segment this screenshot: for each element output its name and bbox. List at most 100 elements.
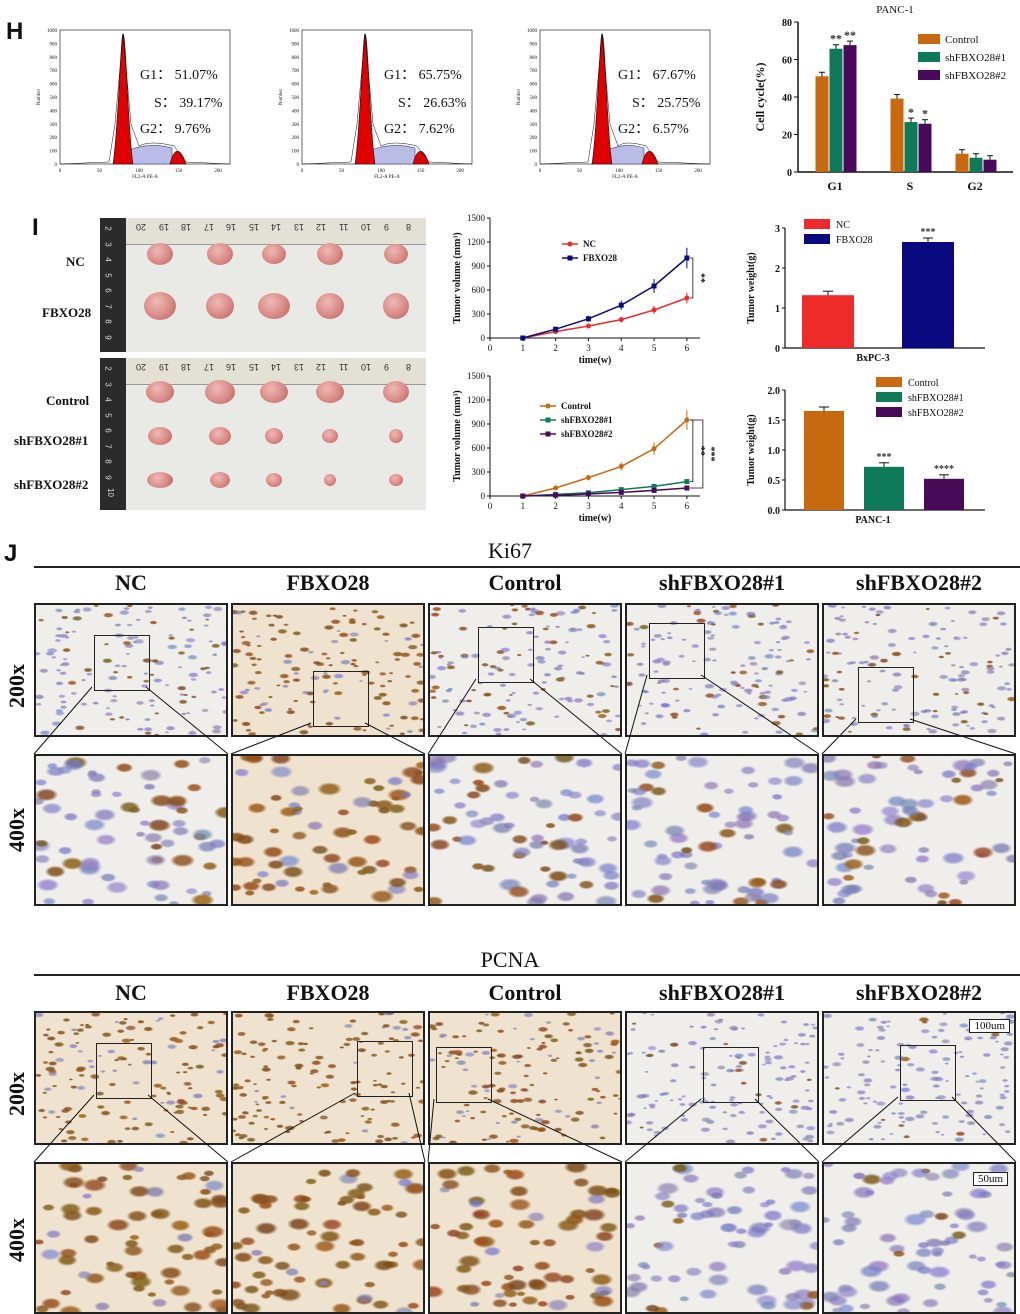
legend-label: shFBXO28#2 <box>945 70 1006 82</box>
bar-shfbxo282 <box>843 45 857 172</box>
pcna-header-shfbxo282: shFBXO28#2 <box>856 980 982 1005</box>
ki67-header-shfbxo282: shFBXO28#2 <box>856 570 982 595</box>
significance-bracket <box>689 419 704 489</box>
tumor-specimen <box>266 473 282 487</box>
side-ruler-number: 3 <box>103 381 113 387</box>
pcna-row-400x: 400x <box>4 1218 29 1262</box>
legend-label: NC <box>836 220 850 231</box>
hist-ytick: 100 <box>292 150 300 155</box>
pcna-200x-control <box>428 1011 622 1145</box>
bar-fbxo28 <box>902 242 954 348</box>
hist-xtick: 50 <box>339 169 345 174</box>
side-ruler-number: 6 <box>103 428 113 433</box>
ruler-number: 15 <box>248 222 259 232</box>
hist-ytick: 800 <box>530 56 538 61</box>
hist-xtick: 200 <box>456 169 464 174</box>
y-tick-label: 0 <box>481 333 486 343</box>
x-axis-label: PANC-1 <box>855 515 890 526</box>
ruler-number: 19 <box>158 362 169 372</box>
hist-ytick: 700 <box>530 69 538 74</box>
y-axis-label: Tumor weight(g) <box>746 414 757 485</box>
data-point <box>651 307 657 313</box>
hist3-s: S： 25.75% <box>632 96 701 111</box>
zoom-region-box <box>900 1045 956 1101</box>
hist-xtick: 150 <box>175 169 183 174</box>
data-point <box>585 491 591 497</box>
legend-marker <box>545 417 551 423</box>
data-point <box>651 483 657 489</box>
tumor-specimen <box>144 292 176 320</box>
hist-xtick: 150 <box>417 169 425 174</box>
side-ruler-number: 9 <box>103 474 113 480</box>
ruler-number: 19 <box>158 222 169 232</box>
zoom-region-box <box>703 1047 759 1103</box>
tumor-label-sh1: shFBXO28#1 <box>14 433 89 448</box>
hist-xlabel: FL2-A PE-A <box>132 175 158 180</box>
legend-label: FBXO28 <box>836 235 873 246</box>
y-tick-label: 1500 <box>467 213 486 223</box>
series-line-fbxo28 <box>522 257 688 339</box>
legend-marker <box>567 255 573 261</box>
hist-ytick: 500 <box>50 96 58 101</box>
ruler-number: 10 <box>361 362 372 372</box>
ruler-number: 17 <box>203 362 214 372</box>
tumor-weight-chart-panc1: 0.0 0.5 1.0 1.5 2.0 Tumor weight(g) PANC-1 Cont… <box>746 377 985 526</box>
tumor-specimen <box>148 427 172 445</box>
hist-xtick: 0 <box>59 169 62 174</box>
legend-swatch <box>876 392 902 402</box>
side-ruler-number: 2 <box>103 366 113 371</box>
data-point <box>553 326 559 332</box>
tumor-specimen <box>317 243 343 265</box>
hist-ytick: 1000 <box>527 29 538 34</box>
hist-ytick: 800 <box>292 56 300 61</box>
ruler-bottom <box>126 358 426 385</box>
ruler-top <box>126 218 426 245</box>
y-axis-label: Tumor weight(g) <box>746 252 757 323</box>
ki67-header-nc: NC <box>115 570 147 595</box>
tumor-volume-chart-bxpc3: 0 300 600 900 1200 1500 0 1 2 3 4 5 6 time(w) Tumor vo… <box>452 213 706 366</box>
series-line-nc <box>522 297 688 339</box>
ki67-header-shfbxo281: shFBXO28#1 <box>659 570 785 595</box>
pcna-400x-nc <box>34 1162 228 1314</box>
x-axis-label: time(w) <box>579 513 612 524</box>
hist-xtick: 150 <box>655 169 663 174</box>
hist3-g2: G2： 6.57% <box>618 122 689 137</box>
ruler-number: 11 <box>338 222 348 232</box>
hist-xtick: 200 <box>214 169 222 174</box>
scale-bar-50um: 50um <box>972 1172 1008 1186</box>
ruler-number: 18 <box>181 222 192 232</box>
tumor-label-nc: NC <box>66 254 85 269</box>
data-point <box>684 255 690 261</box>
hist-ytick: 0 <box>55 163 58 168</box>
significance-mark: *** <box>705 447 716 462</box>
y-tick-label: 2.0 <box>768 386 781 397</box>
tumor-specimen <box>207 243 233 265</box>
ruler-number: 15 <box>248 362 259 372</box>
hist2-g1: G1： 65.75% <box>384 68 462 83</box>
x-tick-label: 0 <box>488 501 493 511</box>
tumor-specimen <box>146 381 174 403</box>
x-tick-label: 5 <box>652 501 657 511</box>
ki67-400x-nc <box>34 754 228 906</box>
hist-ytick: 600 <box>292 83 300 88</box>
y-tick-label: 1.0 <box>768 446 781 457</box>
data-point <box>684 479 690 485</box>
significance-bracket <box>689 419 694 482</box>
panel-letter-j: J <box>4 540 18 567</box>
zoom-region-box <box>313 671 369 727</box>
g1-peak <box>354 33 376 165</box>
side-ruler-number: 6 <box>103 288 113 293</box>
series-line-shfbxo282 <box>522 487 687 497</box>
y-axis-label: Cell cycle(%) <box>753 63 767 132</box>
x-axis-label: time(w) <box>579 355 612 366</box>
side-ruler-number: 3 <box>103 241 113 247</box>
y-tick-label: 600 <box>472 285 486 295</box>
tumor-specimen <box>316 293 344 319</box>
hist1-s: S： 39.17% <box>154 96 223 111</box>
zoom-region-box <box>96 1043 152 1099</box>
g2-peak <box>641 150 659 165</box>
hist-envelope <box>301 33 473 165</box>
ruler-number: 13 <box>293 362 304 372</box>
zoom-region-box <box>94 635 150 691</box>
